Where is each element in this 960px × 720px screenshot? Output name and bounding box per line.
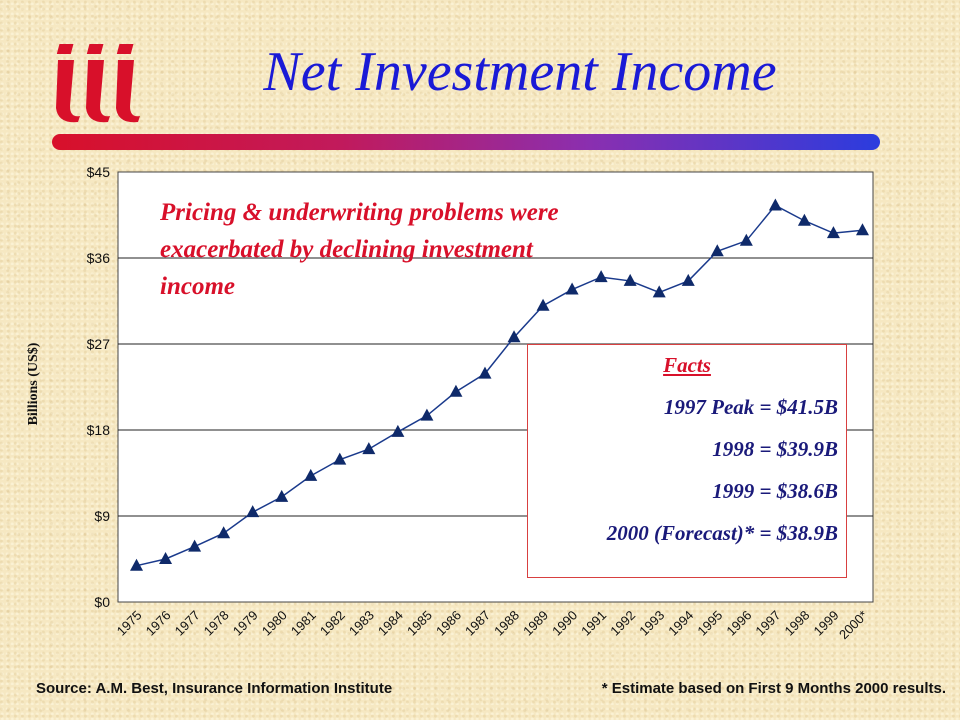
data-point [710, 244, 724, 257]
x-tick-label: 1997 [752, 608, 783, 639]
x-tick-label: 1991 [578, 608, 609, 639]
data-point [333, 452, 347, 465]
data-point [159, 552, 173, 564]
y-tick-label: $9 [94, 508, 110, 524]
x-tick-label: 1998 [781, 608, 812, 639]
x-tick-label: 1976 [143, 608, 174, 639]
x-tick-label: 1990 [549, 608, 580, 639]
facts-row: 1997 Peak = $41.5B [663, 395, 838, 419]
facts-title: Facts [663, 353, 711, 377]
data-point [681, 273, 695, 286]
footnote: * Estimate based on First 9 Months 2000 … [601, 680, 946, 697]
x-tick-label: 1992 [607, 608, 638, 639]
x-tick-label: 1978 [201, 608, 232, 639]
title-divider-bar [52, 134, 880, 150]
data-point [652, 285, 666, 298]
x-tick-label: 1977 [172, 608, 203, 639]
data-point [217, 526, 231, 539]
logo-letter-i [116, 44, 140, 123]
x-tick-label: 1980 [259, 608, 290, 639]
data-point [507, 330, 521, 343]
data-point [565, 282, 579, 295]
x-tick-label: 1986 [433, 608, 464, 639]
data-point [536, 298, 550, 311]
data-point [362, 442, 376, 455]
data-point [594, 270, 608, 283]
x-tick-label: 1981 [288, 608, 319, 639]
data-point [739, 233, 753, 246]
series-path [136, 204, 863, 567]
source-note: Source: A.M. Best, Insurance Information… [36, 680, 393, 697]
x-tick-label: 1995 [694, 608, 725, 639]
data-point [623, 273, 637, 286]
y-tick-label: $27 [87, 336, 111, 352]
x-tick-label: 1987 [462, 608, 493, 639]
x-tick-label: 1982 [317, 608, 348, 639]
data-point [188, 539, 202, 552]
y-tick-label: $18 [87, 422, 111, 438]
series-line [130, 198, 869, 571]
facts-box: Facts 1997 Peak = $41.5B 1998 = $39.9B 1… [527, 344, 847, 578]
x-tick-label: 1983 [346, 608, 377, 639]
y-axis-title: Billions (US$) [26, 342, 41, 425]
data-point [449, 384, 463, 397]
x-tick-label: 1979 [230, 608, 261, 639]
facts-row: 1998 = $39.9B [712, 437, 838, 461]
data-point [855, 223, 869, 236]
x-tick-label: 1988 [491, 608, 522, 639]
data-point [275, 489, 289, 502]
x-tick-label: 2000* [836, 608, 871, 643]
x-tick-label: 1975 [114, 608, 145, 639]
data-point [130, 558, 144, 571]
data-point [797, 213, 811, 226]
facts-row: 1999 = $38.6B [712, 479, 838, 503]
data-point [246, 505, 260, 518]
x-axis: 1975197619771978197919801981198219831984… [114, 608, 871, 643]
y-tick-label: $0 [94, 594, 110, 610]
data-point [768, 198, 782, 211]
data-point [391, 424, 405, 437]
logo-letter-i [56, 44, 80, 123]
slide-title: Net Investment Income [263, 41, 777, 103]
iii-logo-icon [56, 44, 140, 123]
x-tick-label: 1985 [404, 608, 435, 639]
x-tick-label: 1989 [520, 608, 551, 639]
y-tick-label: $36 [87, 250, 111, 266]
chart-annotation: Pricing & underwriting problems were exa… [160, 199, 559, 300]
x-tick-label: 1984 [375, 608, 406, 639]
x-tick-label: 1993 [636, 608, 667, 639]
y-tick-label: $45 [87, 164, 111, 180]
y-axis: $0 $9 $18 $27 $36 $45 [87, 164, 111, 610]
data-point [420, 408, 434, 421]
x-tick-label: 1994 [665, 608, 696, 639]
data-point [826, 226, 840, 239]
data-point [304, 468, 318, 481]
x-tick-label: 1996 [723, 608, 754, 639]
facts-row: 2000 (Forecast)* = $38.9B [606, 521, 838, 545]
x-tick-label: 1999 [811, 608, 842, 639]
logo-letter-i [86, 44, 110, 123]
data-point [478, 366, 492, 379]
